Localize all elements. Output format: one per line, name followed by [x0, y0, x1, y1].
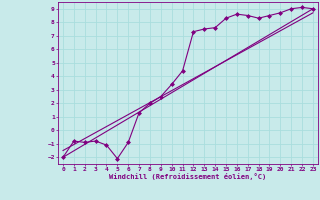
X-axis label: Windchill (Refroidissement éolien,°C): Windchill (Refroidissement éolien,°C)	[109, 173, 267, 180]
